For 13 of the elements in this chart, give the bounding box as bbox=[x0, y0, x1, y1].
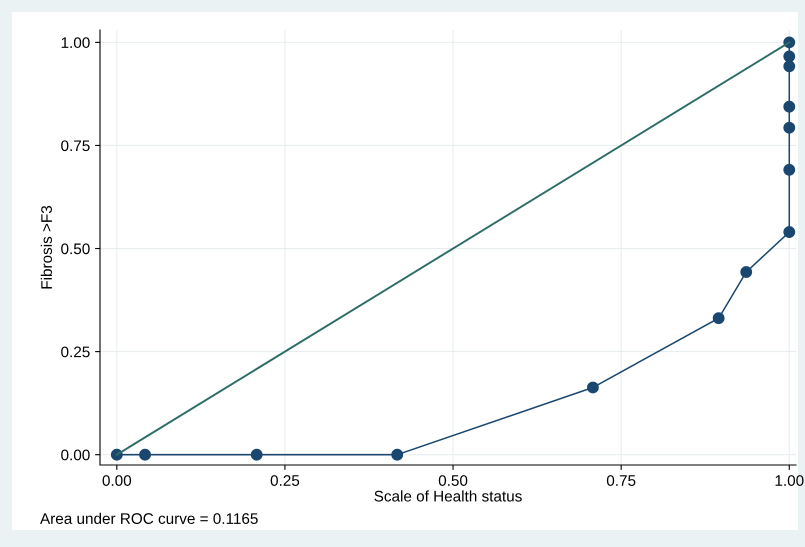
y-axis-title: Fibrosis >F3 bbox=[40, 206, 52, 288]
y-tick-label: 0.75 bbox=[61, 140, 90, 152]
y-tick-label: 1.00 bbox=[62, 37, 90, 48]
x-tick-label: 0.75 bbox=[606, 475, 636, 486]
x-tick-label: 0.25 bbox=[270, 475, 300, 486]
x-tick-label: 1.00 bbox=[776, 475, 804, 486]
y-tick-label: 0.25 bbox=[61, 346, 90, 358]
x-tick-label: 0.00 bbox=[102, 475, 132, 486]
x-axis-title: Scale of Health status bbox=[374, 490, 522, 502]
x-tick-label: 0.50 bbox=[438, 475, 468, 486]
text: Area under ROC curve = 0.1165 bbox=[40, 512, 258, 524]
y-tick-label: 0.50 bbox=[61, 243, 90, 254]
y-tick-label: 0.00 bbox=[61, 450, 90, 460]
